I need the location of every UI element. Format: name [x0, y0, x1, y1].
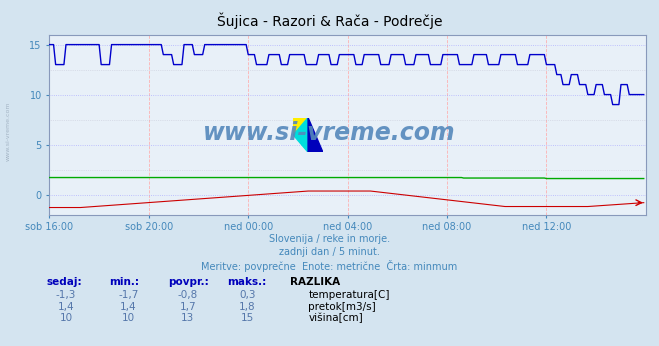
Text: 1,7: 1,7: [179, 302, 196, 312]
Text: www.si-vreme.com: www.si-vreme.com: [5, 102, 11, 161]
Text: 0,3: 0,3: [239, 290, 256, 300]
Text: zadnji dan / 5 minut.: zadnji dan / 5 minut.: [279, 247, 380, 257]
Text: Meritve: povprečne  Enote: metrične  Črta: minmum: Meritve: povprečne Enote: metrične Črta:…: [202, 260, 457, 272]
Text: 1,4: 1,4: [120, 302, 137, 312]
Text: temperatura[C]: temperatura[C]: [308, 290, 390, 300]
Text: povpr.:: povpr.:: [168, 277, 209, 288]
Text: www.si-vreme.com: www.si-vreme.com: [203, 121, 456, 145]
Text: 10: 10: [59, 313, 72, 323]
Text: sedaj:: sedaj:: [46, 277, 82, 288]
Text: pretok[m3/s]: pretok[m3/s]: [308, 302, 376, 312]
Text: Šujica - Razori & Rača - Podrečje: Šujica - Razori & Rača - Podrečje: [217, 12, 442, 29]
Text: -1,3: -1,3: [56, 290, 76, 300]
Text: 10: 10: [122, 313, 135, 323]
Text: -1,7: -1,7: [119, 290, 138, 300]
Text: maks.:: maks.:: [227, 277, 267, 288]
Polygon shape: [293, 118, 308, 152]
Text: Slovenija / reke in morje.: Slovenija / reke in morje.: [269, 234, 390, 244]
Text: 13: 13: [181, 313, 194, 323]
Text: min.:: min.:: [109, 277, 139, 288]
Text: 1,4: 1,4: [57, 302, 74, 312]
Text: 15: 15: [241, 313, 254, 323]
Text: RAZLIKA: RAZLIKA: [290, 277, 340, 288]
Polygon shape: [308, 118, 323, 152]
Text: -0,8: -0,8: [178, 290, 198, 300]
Text: 1,8: 1,8: [239, 302, 256, 312]
Text: višina[cm]: višina[cm]: [308, 313, 363, 323]
Polygon shape: [293, 118, 308, 135]
